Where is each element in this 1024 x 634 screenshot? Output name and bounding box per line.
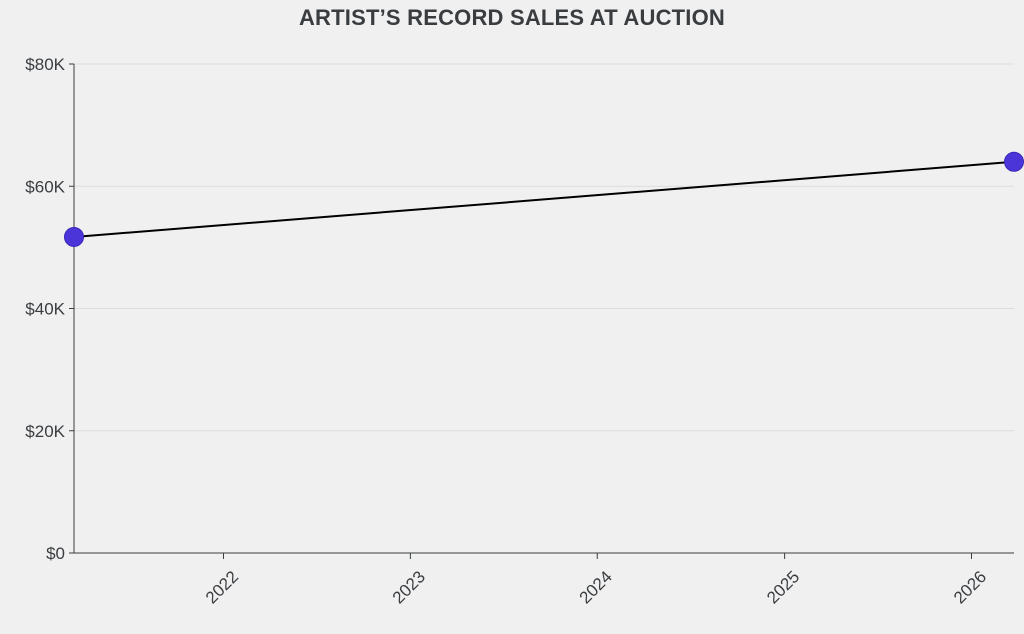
data-point — [64, 226, 84, 247]
x-tick-label: 2026 — [950, 567, 990, 607]
data-point — [1004, 151, 1024, 172]
series-line — [73, 160, 1015, 238]
y-tick-label: $40K — [25, 300, 65, 319]
x-tick-label: 2025 — [763, 567, 803, 607]
x-tick-label: 2024 — [576, 567, 616, 607]
x-tick-label: 2023 — [389, 567, 429, 607]
y-tick-label: $60K — [25, 177, 65, 196]
y-tick-label: $0 — [46, 544, 65, 563]
y-tick-label: $80K — [25, 55, 65, 74]
x-tick-label: 2022 — [202, 567, 242, 607]
y-tick-label: $20K — [25, 422, 65, 441]
chart-title: ARTIST’S RECORD SALES AT AUCTION — [298, 5, 726, 30]
